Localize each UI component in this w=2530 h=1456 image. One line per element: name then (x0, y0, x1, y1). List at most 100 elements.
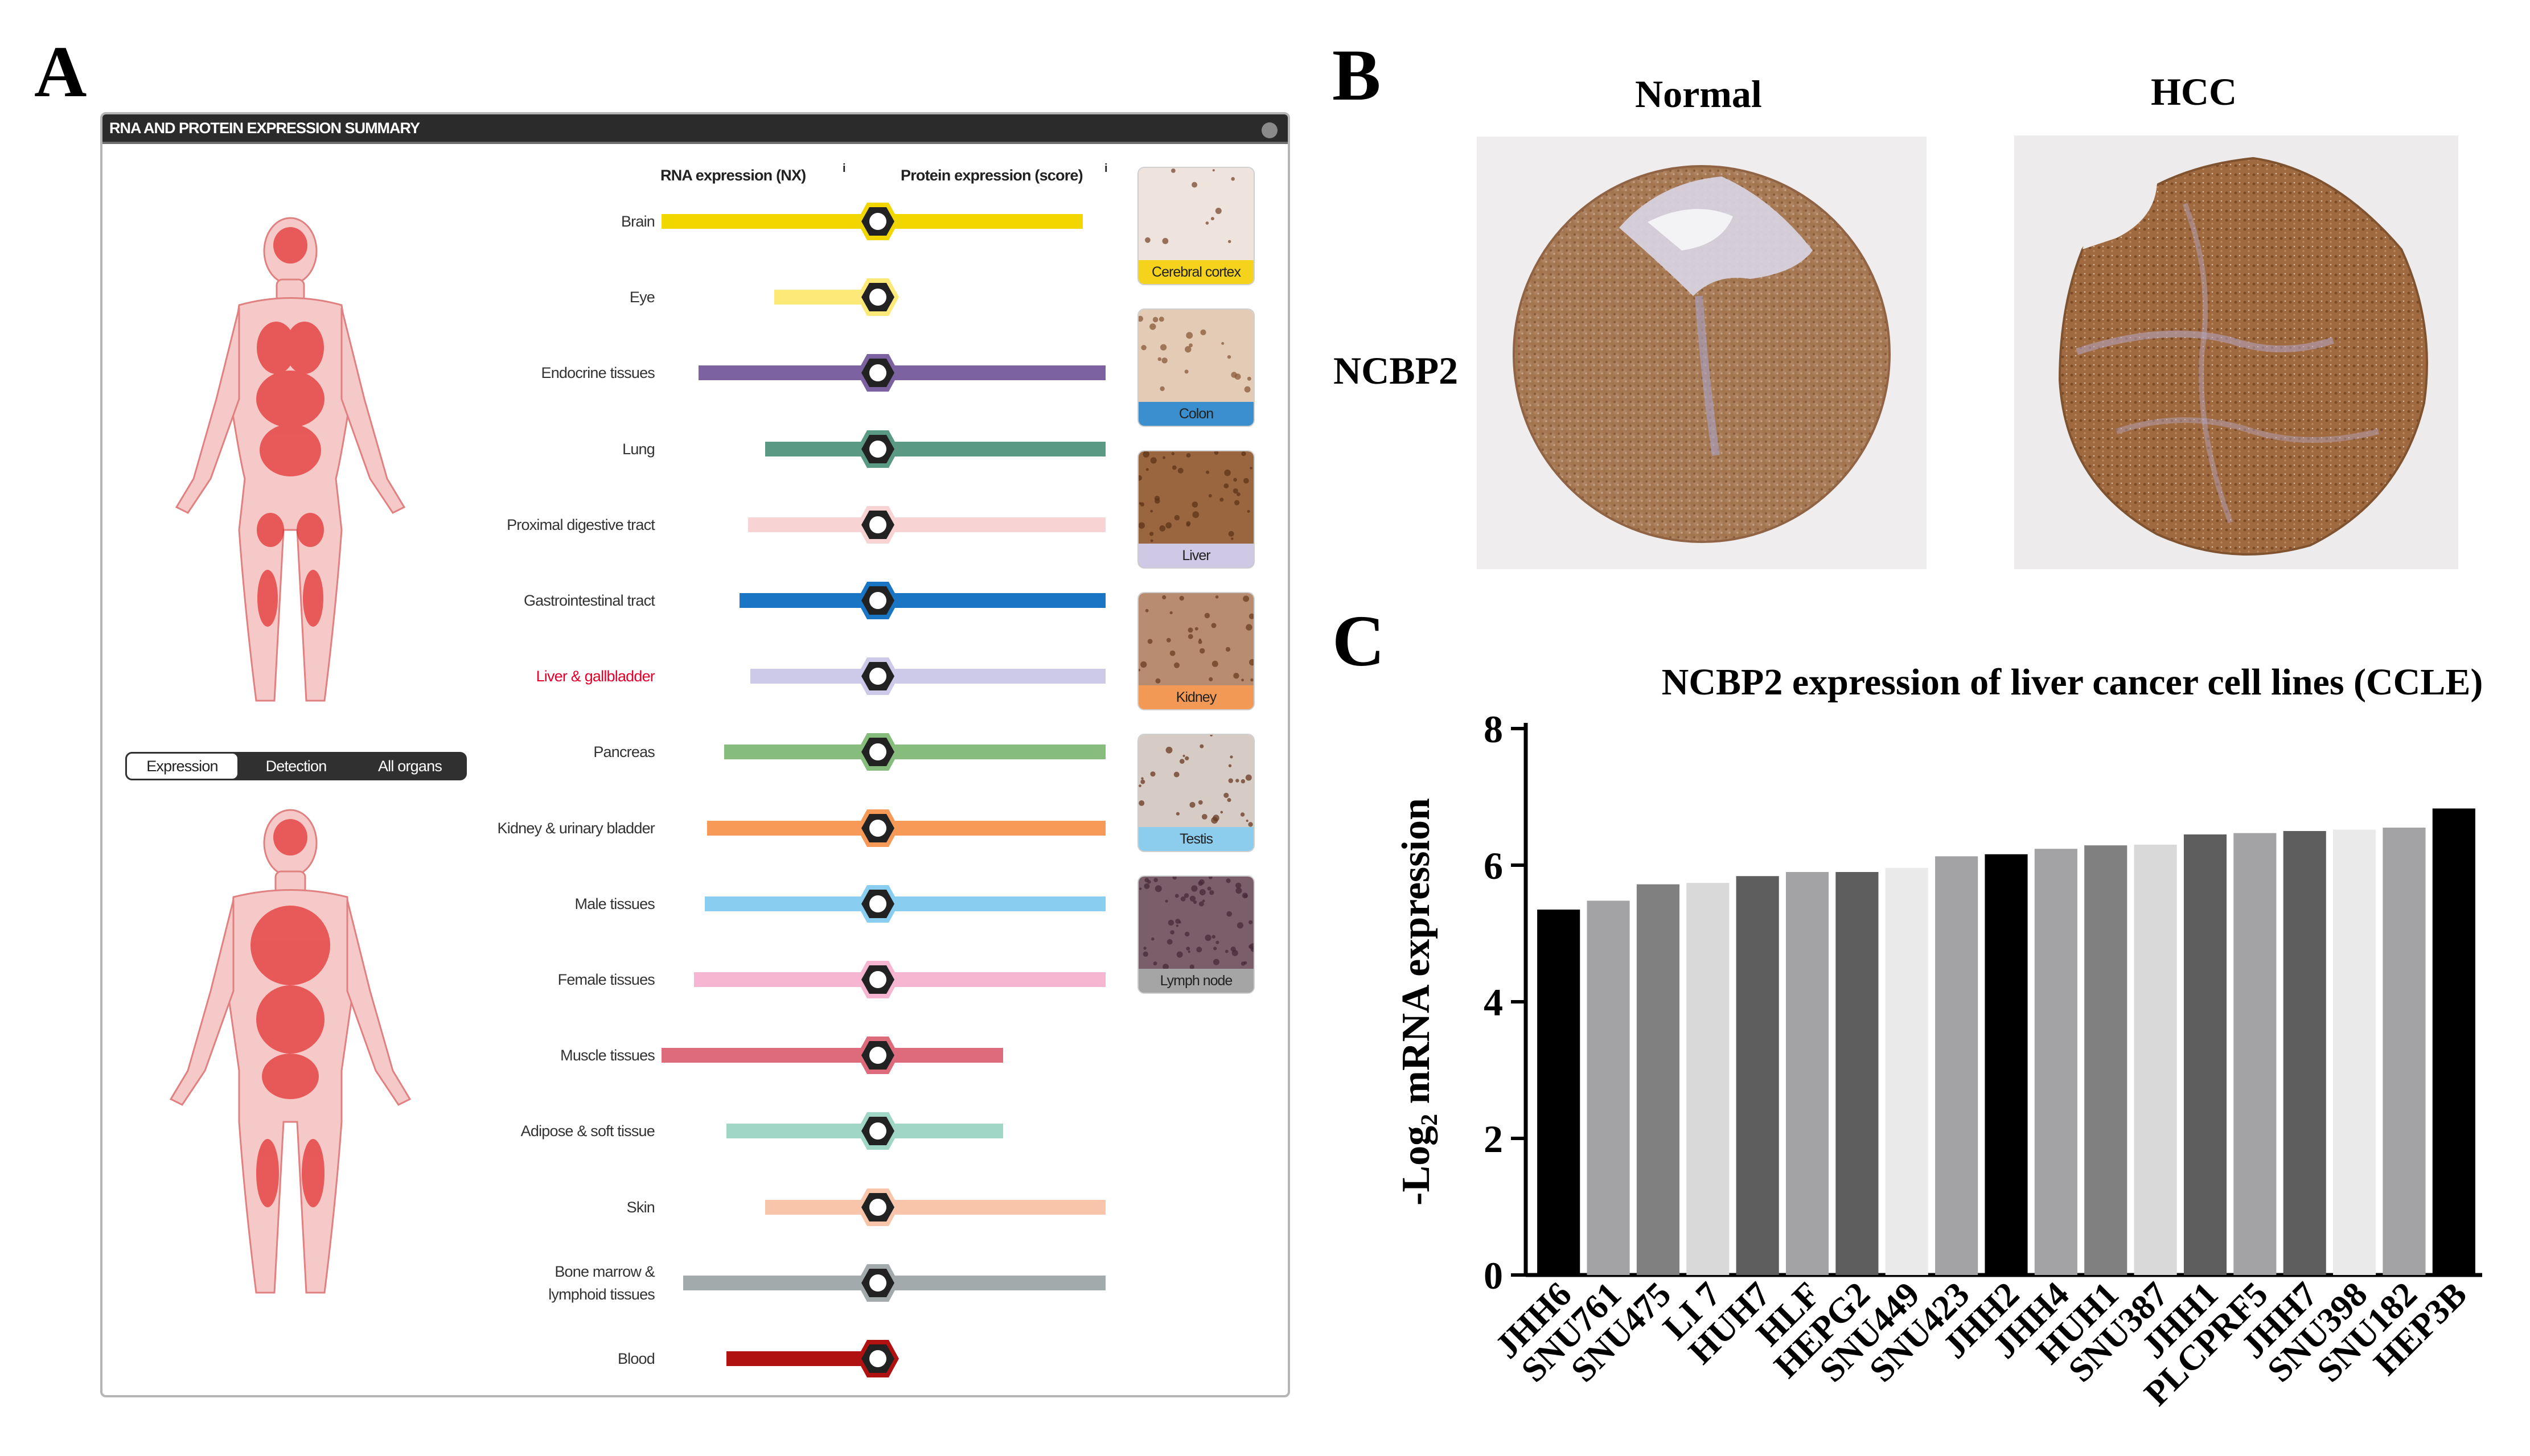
rna-info-icon[interactable]: i (843, 162, 846, 175)
tissue-label-pancreas[interactable]: Pancreas (593, 743, 655, 761)
bone-marrow-lymphoid-tissues-organ-icon[interactable] (856, 1262, 900, 1303)
bar-jhh2 (1985, 854, 2028, 1275)
protein-bar-brain (878, 214, 1083, 229)
tissue-label-adipose-soft-tissue[interactable]: Adipose & soft tissue (520, 1122, 655, 1140)
tissue-label-bone-marrow-lymphoid-tissues[interactable]: Bone marrow & lymphoid tissues (548, 1262, 655, 1303)
rna-bar-endocrine-tissues (698, 365, 878, 381)
blood-organ-icon[interactable] (856, 1338, 900, 1379)
summary-header: RNA AND PROTEIN EXPRESSION SUMMARY (102, 114, 1288, 144)
y-tick-label-2: 2 (1484, 1117, 1503, 1161)
rna-bar-blood (726, 1351, 878, 1366)
rna-bar-muscle-tissues (662, 1048, 878, 1063)
eye-organ-icon[interactable] (856, 277, 900, 318)
muscle-tissues-organ-icon[interactable] (856, 1035, 900, 1076)
endocrine-tissues-organ-icon[interactable] (856, 352, 900, 393)
kidney-urinary-bladder-organ-icon[interactable] (856, 808, 900, 849)
thumbnail-kidney[interactable]: Kidney (1139, 593, 1254, 709)
rna-bar-male-tissues (705, 896, 878, 911)
y-axis-label: -Log₂ mRNA expression (1394, 798, 1438, 1206)
thumbnail-testis[interactable]: Testis (1139, 735, 1254, 851)
proximal-digestive-tract-organ-icon[interactable] (856, 504, 900, 545)
protein-bar-gastrointestinal-tract (878, 593, 1106, 608)
tissue-label-lung[interactable]: Lung (622, 440, 655, 458)
rna-bar-proximal-digestive-tract (748, 517, 878, 532)
header-corner-icon (1262, 122, 1278, 138)
tissue-label-kidney-urinary-bladder[interactable]: Kidney & urinary bladder (497, 819, 655, 837)
y-tick-label-8: 8 (1484, 708, 1503, 751)
bar-snu182 (2383, 828, 2426, 1275)
thumbnail-lymph-node[interactable]: Lymph node (1139, 877, 1254, 993)
protein-bar-bone-marrow-lymphoid-tissues (878, 1275, 1106, 1290)
bar-snu761 (1587, 900, 1630, 1275)
protein-bar-lung (878, 441, 1106, 456)
female-body-figure (175, 217, 406, 702)
bar-snu475 (1636, 884, 1679, 1275)
thumbnail-caption-kidney: Kidney (1139, 685, 1254, 709)
liver-gallbladder-organ-icon[interactable] (856, 656, 900, 697)
bar-jhh4 (2034, 849, 2077, 1275)
skin-organ-icon[interactable] (856, 1187, 900, 1228)
tissue-label-eye[interactable]: Eye (629, 289, 655, 306)
tissue-label-proximal-digestive-tract[interactable]: Proximal digestive tract (507, 516, 655, 533)
rna-bar-kidney-urinary-bladder (707, 820, 878, 836)
male-tissues-organ-icon[interactable] (856, 883, 900, 924)
toggle-all-organs[interactable]: All organs (377, 758, 442, 775)
tissue-label-skin[interactable]: Skin (626, 1198, 655, 1216)
tissue-label-endocrine-tissues[interactable]: Endocrine tissues (541, 364, 655, 382)
view-toggle: Expression Detection All organs (125, 752, 467, 780)
summary-title: RNA AND PROTEIN EXPRESSION SUMMARY (109, 120, 420, 137)
thumbnail-liver[interactable]: Liver (1139, 451, 1254, 567)
bar-snu423 (1935, 856, 1978, 1275)
normal-title: Normal (1635, 72, 1762, 116)
tissue-label-liver-gallbladder[interactable]: Liver & gallbladder (536, 668, 655, 685)
normal-tissue-image (1477, 137, 1927, 569)
tissue-label-muscle-tissues[interactable]: Muscle tissues (560, 1047, 655, 1064)
protein-info-icon[interactable]: i (1104, 162, 1108, 175)
y-tick-label-0: 0 (1484, 1254, 1503, 1297)
protein-bar-kidney-urinary-bladder (878, 820, 1106, 836)
rna-bar-adipose-soft-tissue (726, 1124, 878, 1139)
panel-c-label: C (1332, 601, 1385, 681)
protein-column-header: Protein expression (score) (901, 167, 1083, 184)
protein-bar-female-tissues (878, 972, 1106, 987)
tissue-label-female-tissues[interactable]: Female tissues (557, 971, 655, 988)
bar-jhh6 (1537, 910, 1580, 1275)
thumbnail-cerebral-cortex[interactable]: Cerebral cortex (1139, 168, 1254, 284)
protein-bar-male-tissues (878, 896, 1106, 911)
bar-hepg2 (1835, 872, 1879, 1275)
gene-label: NCBP2 (1333, 349, 1459, 392)
adipose-soft-tissue-organ-icon[interactable] (856, 1110, 900, 1151)
lung-organ-icon[interactable] (856, 429, 900, 470)
bar-hep3b (2432, 808, 2475, 1275)
thumbnail-caption-lymph-node: Lymph node (1139, 969, 1254, 993)
bar-huh7 (1736, 876, 1779, 1275)
tissue-label-gastrointestinal-tract[interactable]: Gastrointestinal tract (523, 592, 655, 609)
toggle-expression[interactable]: Expression (125, 752, 239, 780)
brain-organ-icon[interactable] (856, 201, 900, 242)
protein-bar-endocrine-tissues (878, 365, 1106, 381)
hcc-title: HCC (2151, 70, 2237, 113)
rna-bar-pancreas (724, 745, 878, 760)
bar-plcprf5 (2233, 833, 2277, 1275)
protein-bar-liver-gallbladder (878, 669, 1106, 684)
bar-li-7 (1686, 883, 1730, 1275)
toggle-detection[interactable]: Detection (265, 758, 327, 775)
pancreas-organ-icon[interactable] (856, 731, 900, 772)
expression-summary-panel: RNA AND PROTEIN EXPRESSION SUMMARY RNA e… (100, 112, 1290, 1397)
tissue-label-brain[interactable]: Brain (621, 213, 655, 230)
bar-jhh1 (2183, 834, 2227, 1275)
gastrointestinal-tract-organ-icon[interactable] (856, 580, 900, 621)
tissue-label-male-tissues[interactable]: Male tissues (574, 895, 655, 912)
panel-b-label: B (1332, 35, 1381, 116)
tissue-label-blood[interactable]: Blood (617, 1350, 655, 1367)
thumbnail-colon[interactable]: Colon (1139, 310, 1254, 426)
bar-huh1 (2084, 845, 2128, 1275)
y-tick-label-6: 6 (1484, 844, 1503, 887)
bar-jhh7 (2283, 831, 2326, 1275)
thumbnail-caption-cerebral-cortex: Cerebral cortex (1139, 260, 1254, 284)
panel-a-label: A (34, 31, 87, 112)
hcc-tissue-image (2014, 135, 2458, 569)
female-tissues-organ-icon[interactable] (856, 959, 900, 1000)
male-body-figure (169, 809, 412, 1294)
bar-snu398 (2333, 829, 2376, 1275)
